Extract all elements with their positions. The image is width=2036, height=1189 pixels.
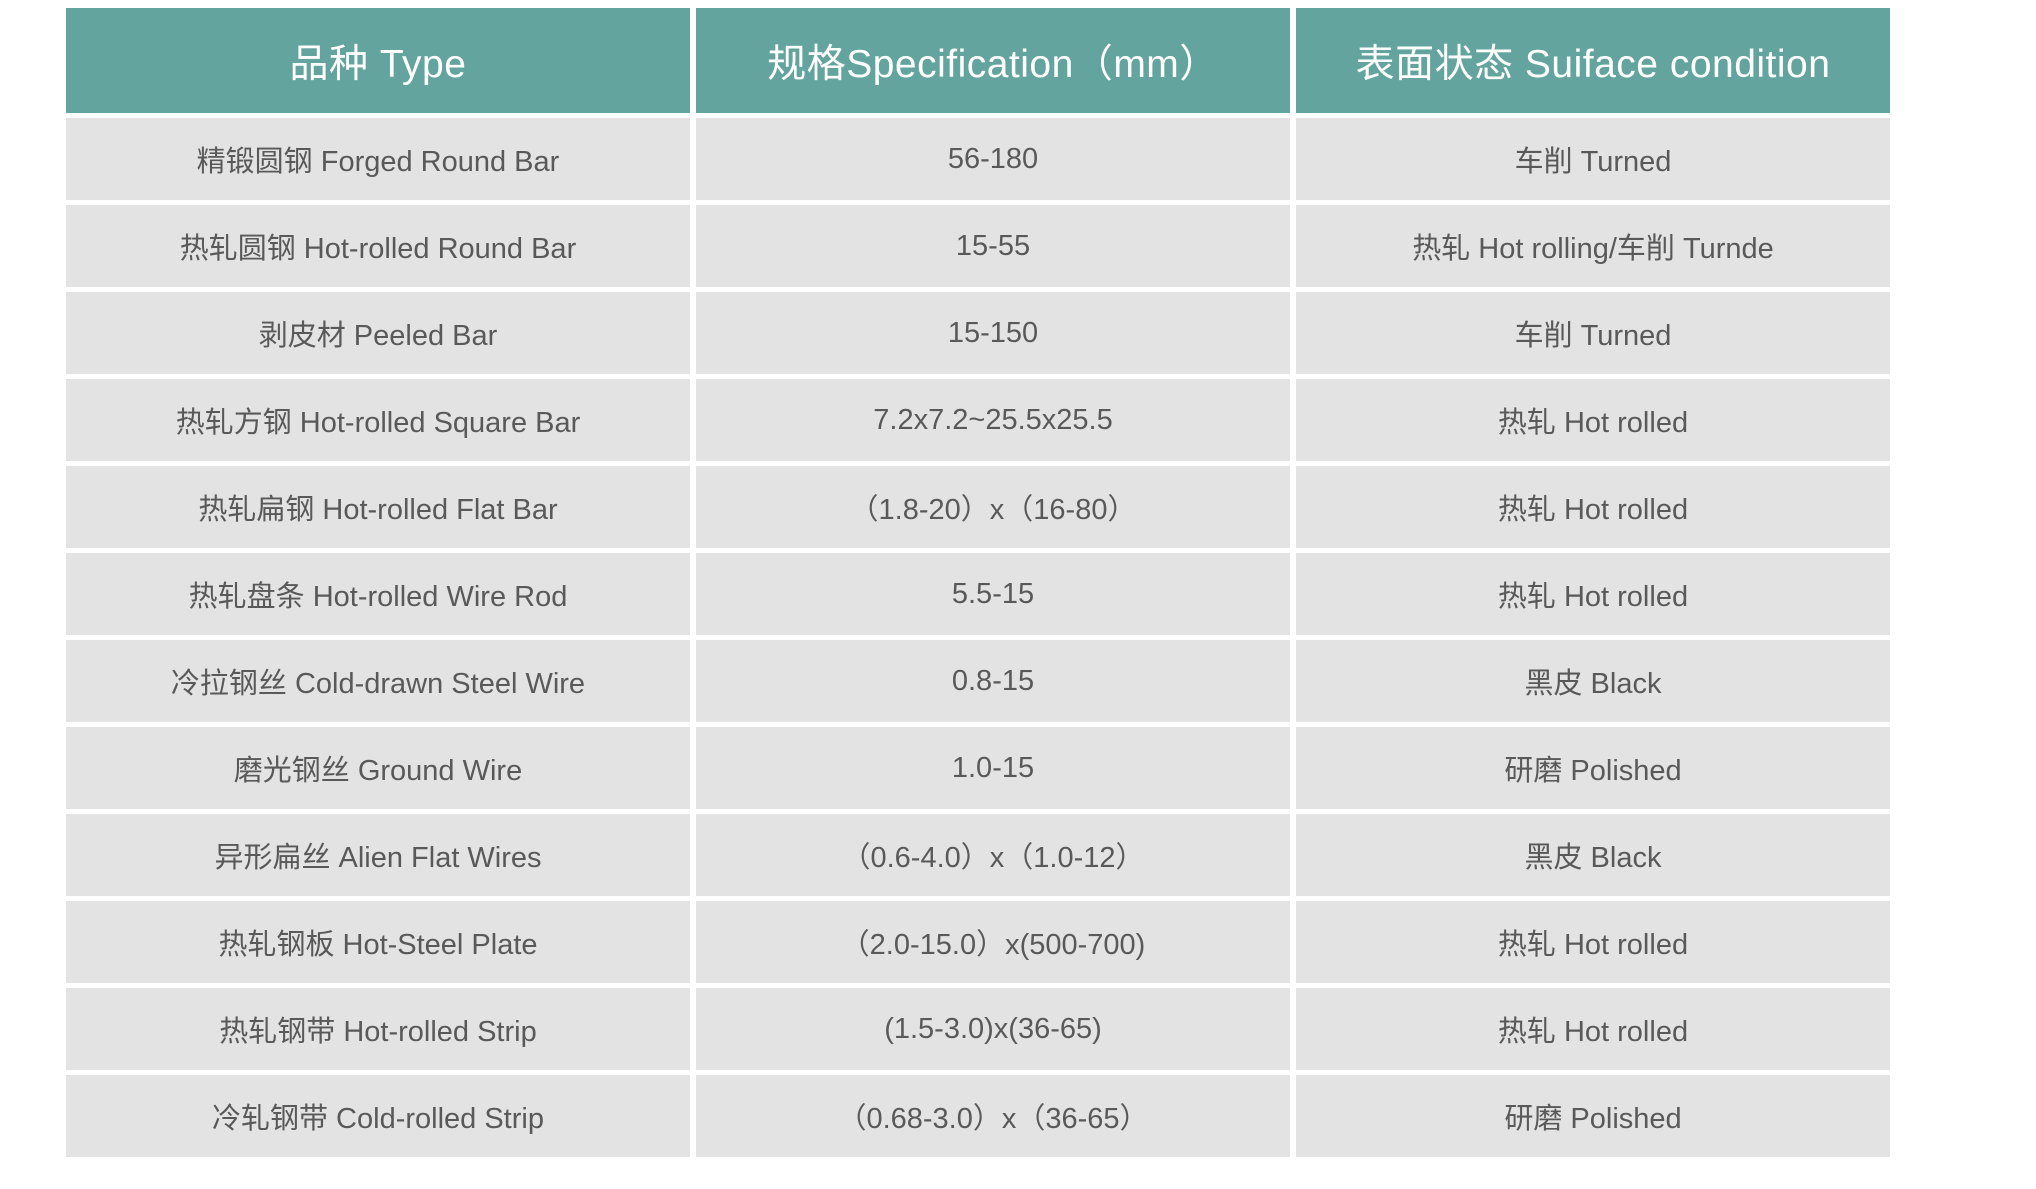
cell-surface: 热轧 Hot rolled [1296,901,1890,983]
cell-spec: 0.8-15 [696,640,1290,722]
cell-type: 精锻圆钢 Forged Round Bar [66,118,690,200]
cell-surface: 车削 Turned [1296,292,1890,374]
cell-surface: 热轧 Hot rolled [1296,379,1890,461]
column-header-type: 品种 Type [66,8,690,113]
cell-spec: 15-150 [696,292,1290,374]
cell-surface: 热轧 Hot rolled [1296,988,1890,1070]
cell-type: 热轧盘条 Hot-rolled Wire Rod [66,553,690,635]
cell-type: 剥皮材 Peeled Bar [66,292,690,374]
cell-surface: 黑皮 Black [1296,814,1890,896]
cell-type: 磨光钢丝 Ground Wire [66,727,690,809]
cell-type: 热轧钢板 Hot-Steel Plate [66,901,690,983]
cell-type: 热轧扁钢 Hot-rolled Flat Bar [66,466,690,548]
steel-products-spec-table: 品种 Type 规格Specification（mm） 表面状态 Suiface… [66,8,1890,1157]
cell-spec: 5.5-15 [696,553,1290,635]
cell-spec: (1.5-3.0)x(36-65) [696,988,1290,1070]
cell-surface: 黑皮 Black [1296,640,1890,722]
cell-surface: 研磨 Polished [1296,727,1890,809]
column-header-specification: 规格Specification（mm） [696,8,1290,113]
column-header-surface-condition: 表面状态 Suiface condition [1296,8,1890,113]
cell-spec: 7.2x7.2~25.5x25.5 [696,379,1290,461]
cell-type: 热轧圆钢 Hot-rolled Round Bar [66,205,690,287]
cell-surface: 热轧 Hot rolled [1296,553,1890,635]
cell-spec: （1.8-20）x（16-80） [696,466,1290,548]
cell-type: 热轧方钢 Hot-rolled Square Bar [66,379,690,461]
cell-spec: 1.0-15 [696,727,1290,809]
cell-surface: 热轧 Hot rolling/车削 Turnde [1296,205,1890,287]
cell-type: 冷拉钢丝 Cold-drawn Steel Wire [66,640,690,722]
cell-spec: （0.68-3.0）x（36-65） [696,1075,1290,1157]
cell-spec: 56-180 [696,118,1290,200]
cell-spec: （0.6-4.0）x（1.0-12） [696,814,1290,896]
cell-type: 异形扁丝 Alien Flat Wires [66,814,690,896]
cell-surface: 车削 Turned [1296,118,1890,200]
cell-spec: 15-55 [696,205,1290,287]
cell-surface: 研磨 Polished [1296,1075,1890,1157]
cell-spec: （2.0-15.0）x(500-700) [696,901,1290,983]
cell-type: 热轧钢带 Hot-rolled Strip [66,988,690,1070]
cell-type: 冷轧钢带 Cold-rolled Strip [66,1075,690,1157]
cell-surface: 热轧 Hot rolled [1296,466,1890,548]
